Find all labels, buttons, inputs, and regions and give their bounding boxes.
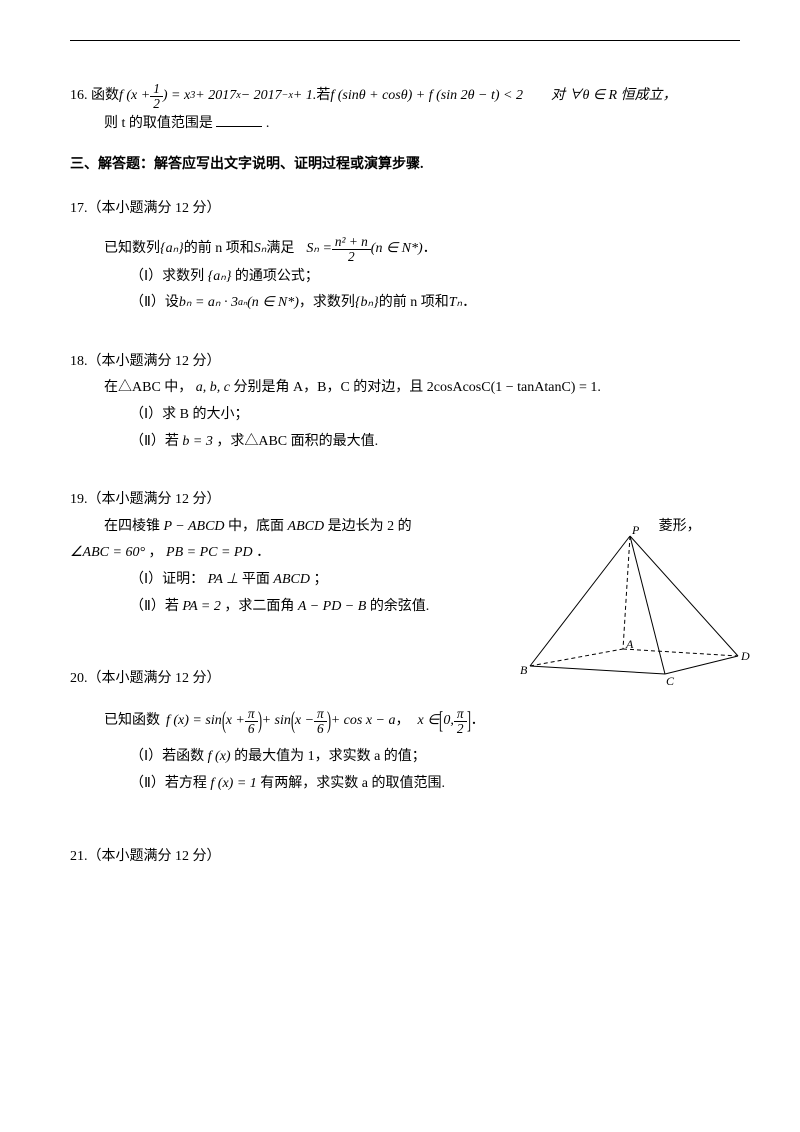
q21-head: 21.（本小题满分 12 分） (70, 844, 740, 871)
q16-expr1a: f (x + (119, 83, 150, 110)
section-3-header: 三、解答题：解答应写出文字说明、证明过程或演算步骤. (70, 152, 740, 179)
q16-text-c: 对 ∀θ ∈ R 恒成立， (551, 83, 677, 110)
q20-part2: （Ⅱ）若方程 f (x) = 1 有两解，求实数 a 的取值范围. (70, 771, 740, 798)
edge-PB (530, 536, 630, 666)
q19-head: 19.（本小题满分 12 分） (70, 487, 740, 514)
q17-part2: （Ⅱ）设 bₙ = aₙ · 3aₙ (n ∈ N*) ，求数列 {bₙ} 的前… (70, 290, 740, 317)
pyramid-svg: P A B C D (520, 524, 750, 694)
q16-line2: 则 t 的取值范围是 . (70, 111, 740, 138)
q16-plus2: + 1. (293, 83, 316, 110)
q16-l2b: . (266, 116, 270, 131)
question-21: 21.（本小题满分 12 分） (70, 844, 740, 871)
question-19: 19.（本小题满分 12 分） P (70, 487, 740, 620)
edge-PA (623, 536, 630, 649)
label-D: D (740, 649, 750, 663)
q17-l1c: 满足 (266, 236, 294, 263)
pyramid-figure: P A B C D (520, 524, 750, 694)
label-C: C (666, 674, 675, 688)
q20-expr: f (x) = sin ( x + π6 ) + sin ( x − π6 ) … (166, 699, 395, 745)
q17-line1: 已知数列 {aₙ} 的前 n 项和 Sₙ 满足 Sₙ = n² + n 2 (n… (70, 235, 740, 264)
q16-frac1: 1 2 (150, 82, 163, 111)
q16-l2a: 则 t 的取值范围是 (104, 116, 213, 131)
edge-PC (630, 536, 665, 674)
q16-plus1: + 2017 (195, 83, 236, 110)
q20-domain: x ∈ [ 0 , π2 ] (417, 699, 470, 745)
q16-expr1b: ) = x (163, 83, 190, 110)
edge-BC (530, 666, 665, 674)
q17-Sn: Sₙ (254, 236, 267, 263)
q19-body: P A B C D 在四棱锥 P − ABCD 中，底面 ABCD 是边长为 2… (70, 514, 740, 620)
q16-text-b: 若 (316, 83, 330, 110)
q16-text-a: 函数 (91, 83, 119, 110)
q17-head: 17.（本小题满分 12 分） (70, 196, 740, 223)
question-17: 17.（本小题满分 12 分） 已知数列 {aₙ} 的前 n 项和 Sₙ 满足 … (70, 196, 740, 317)
q18-part2: （Ⅱ）若 b = 3 ，求△ABC 面积的最大值. (70, 429, 740, 456)
label-P: P (631, 524, 640, 537)
top-rule (70, 40, 740, 41)
q20-part1: （Ⅰ）若函数 f (x) 的最大值为 1，求实数 a 的值； (70, 744, 740, 771)
label-B: B (520, 663, 528, 677)
q17-seq1: {aₙ} (160, 236, 184, 263)
q16-minus1: − 2017 (241, 83, 282, 110)
q18-line1: 在△ABC 中， a, b, c 分别是角 A，B，C 的对边，且 2cosAc… (70, 375, 740, 402)
q18-head: 18.（本小题满分 12 分） (70, 349, 740, 376)
edge-AD (623, 649, 738, 656)
question-18: 18.（本小题满分 12 分） 在△ABC 中， a, b, c 分别是角 A，… (70, 349, 740, 455)
q17-l1a: 已知数列 (104, 236, 160, 263)
q17-part1: （Ⅰ）求数列 {aₙ} 的通项公式； (70, 264, 740, 291)
label-A: A (625, 637, 634, 651)
q17-l1b: 的前 n 项和 (184, 236, 254, 263)
edge-CD (665, 656, 738, 674)
q17-eq: Sₙ = n² + n 2 (n ∈ N*) (306, 235, 422, 264)
page: 16. 函数 f (x + 1 2 ) = x3 + 2017x − 2017−… (0, 0, 800, 1132)
edge-PD (630, 536, 738, 656)
q16-num: 16. (70, 83, 88, 110)
q20-line1: 已知函数 f (x) = sin ( x + π6 ) + sin ( x − … (70, 699, 740, 745)
edge-BA (530, 649, 623, 666)
q16-line1: 16. 函数 f (x + 1 2 ) = x3 + 2017x − 2017−… (70, 82, 740, 111)
q18-part1: （Ⅰ）求 B 的大小； (70, 402, 740, 429)
q16-expr-b: f (sinθ + cosθ) + f (sin 2θ − t) < 2 (330, 83, 523, 110)
question-16: 16. 函数 f (x + 1 2 ) = x3 + 2017x − 2017−… (70, 82, 740, 138)
blank-answer (216, 112, 262, 127)
